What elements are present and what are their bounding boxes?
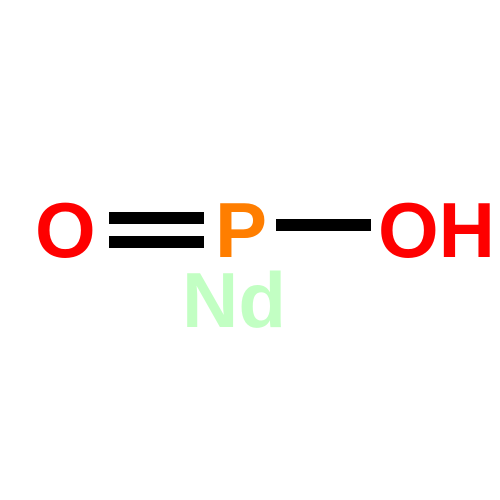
atom-neodymium: Nd [182, 255, 286, 346]
bond-double-bottom [109, 236, 204, 248]
bond-double-top [109, 212, 204, 224]
atom-hydroxyl: OH [378, 185, 495, 276]
bond-single-right [276, 219, 371, 231]
atom-oxygen-left: O [35, 185, 96, 276]
